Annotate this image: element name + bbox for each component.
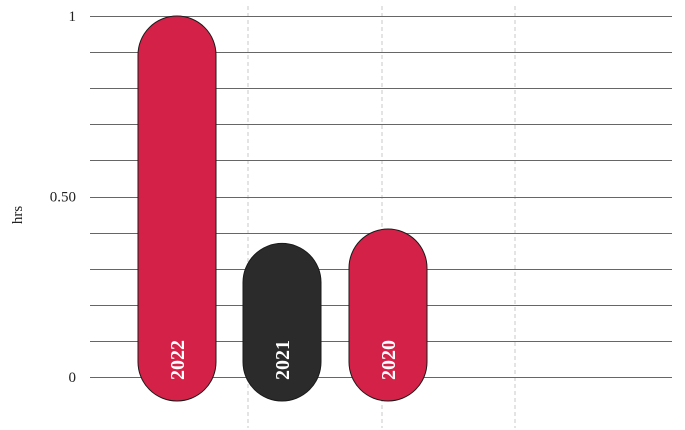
bar-2020: 2020 <box>348 228 428 402</box>
y-axis-label: hrs <box>10 206 26 224</box>
bar-2022: 2022 <box>137 15 217 402</box>
bar-2021: 2021 <box>242 242 322 402</box>
y-axis: 0 0.50 1 <box>50 9 76 386</box>
bar-label: 2021 <box>272 340 294 380</box>
bar <box>242 242 322 402</box>
bar-label: 2020 <box>378 340 400 380</box>
y-tick-label: 0.50 <box>50 190 76 206</box>
y-tick-label: 1 <box>69 9 77 25</box>
bar <box>348 228 428 402</box>
bar-label: 2022 <box>167 340 189 380</box>
bar <box>137 15 217 402</box>
y-tick-label: 0 <box>69 370 77 386</box>
bars: 2022 2021 2020 <box>137 15 428 402</box>
